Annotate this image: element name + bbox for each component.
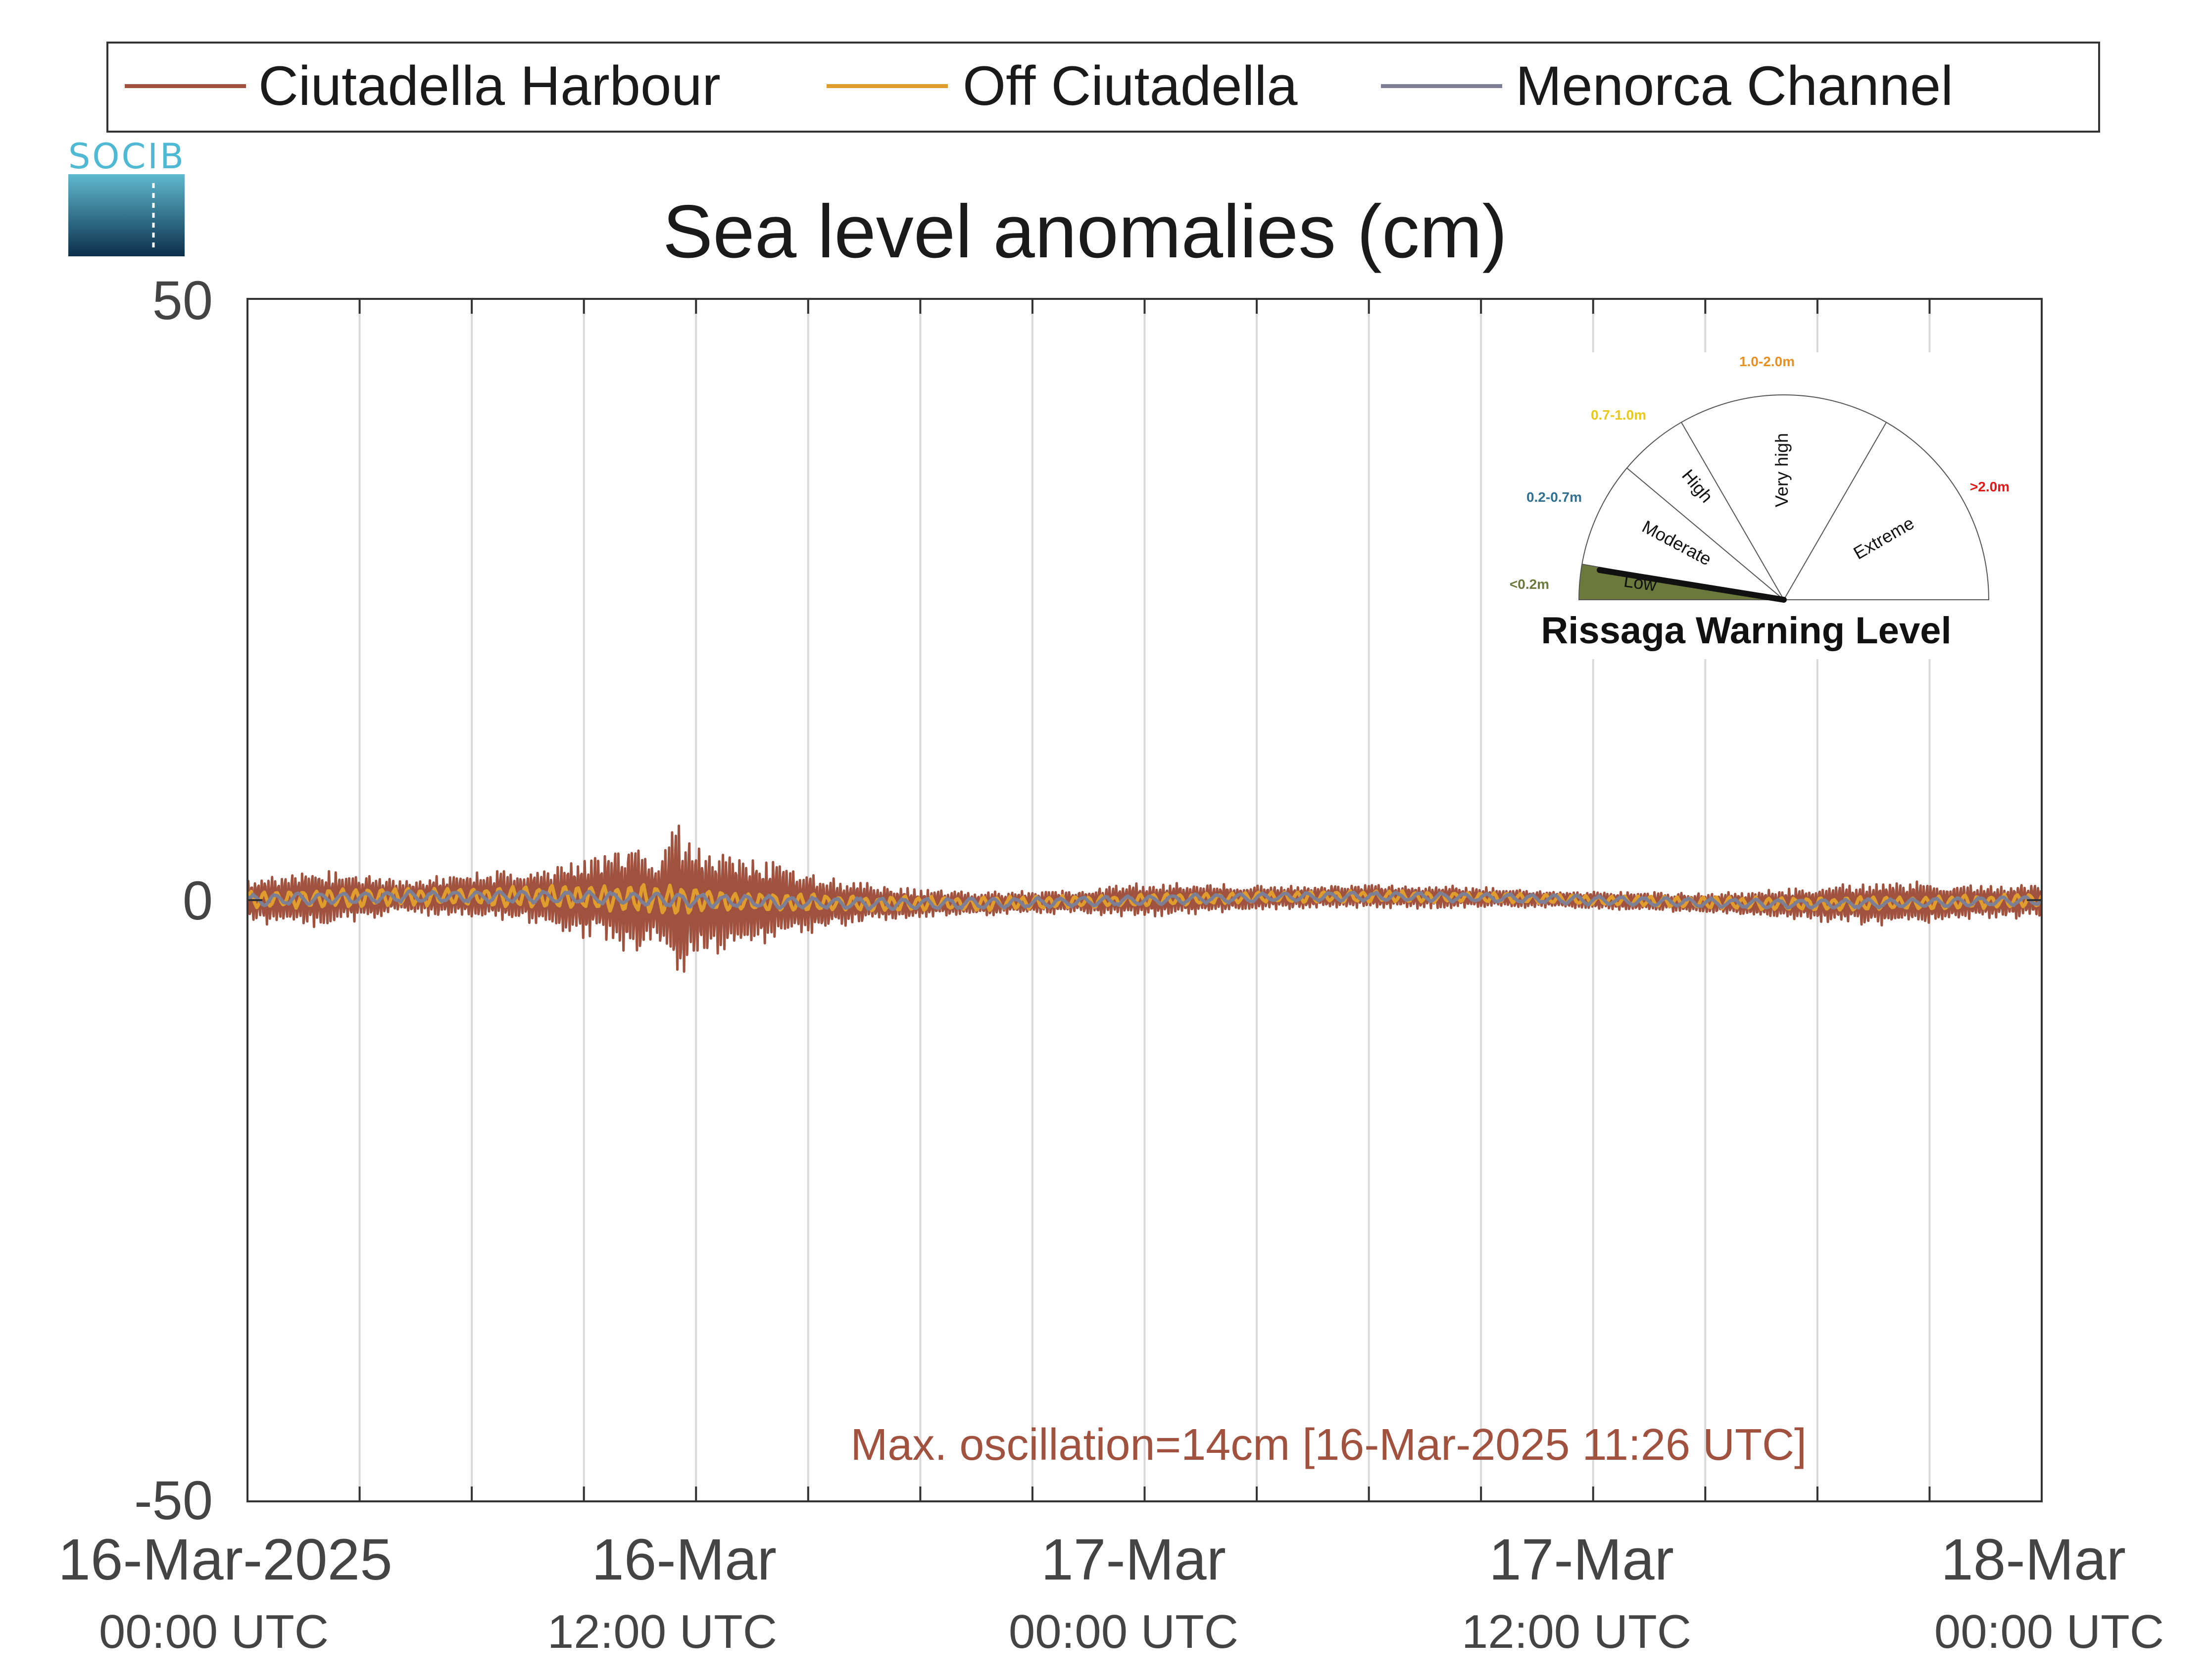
gauge-range-very-high: 1.0-2.0m (1739, 354, 1795, 369)
x-tick-date-3: 17-Mar (1489, 1527, 1674, 1592)
socib-logo-mark (68, 174, 185, 256)
y-tick-label-minus-50: -50 (134, 1470, 213, 1531)
gauge-divider-2 (1626, 468, 1784, 600)
legend-label-ciutadella-harbour: Ciutadella Harbour (258, 55, 721, 117)
legend: Ciutadella Harbour Off Ciutadella Menorc… (106, 42, 2100, 133)
socib-logo-text: SOCIB (68, 136, 186, 177)
gauge-title: Rissaga Warning Level (1541, 610, 1951, 652)
x-tick-time-2: 00:00 UTC (1009, 1605, 1238, 1658)
x-tick-date-2: 17-Mar (1041, 1527, 1226, 1592)
x-tick-date-1: 16-Mar (591, 1527, 777, 1592)
y-tick-label-0: 0 (183, 870, 213, 931)
x-tick-time-4: 00:00 UTC (1934, 1605, 2164, 1658)
x-tick-time-1: 12:00 UTC (547, 1605, 777, 1658)
gauge-range-extreme: >2.0m (1970, 479, 2010, 494)
ticks (246, 298, 2043, 1502)
x-tick-labels: 16-Mar-2025 00:00 UTC 16-Mar 12:00 UTC 1… (58, 1527, 2164, 1658)
legend-label-menorca-channel: Menorca Channel (1516, 55, 1953, 117)
gauge-divider-3 (1681, 422, 1784, 600)
gauge-divider-4 (1783, 422, 1887, 600)
socib-logo: SOCIB (68, 136, 186, 256)
x-tick-date-4: 18-Mar (1941, 1527, 2126, 1592)
gauge-outline (1578, 394, 1990, 600)
x-tick-time-3: 12:00 UTC (1462, 1605, 1691, 1658)
gauge-sector-label-very-high: Very high (1771, 433, 1792, 507)
chart-title: Sea level anomalies (cm) (663, 190, 1507, 274)
max-oscillation-annotation: Max. oscillation=14cm [16-Mar-2025 11:26… (850, 1420, 1807, 1470)
y-tick-label-50: 50 (152, 270, 213, 331)
gauge-range-low: <0.2m (1510, 576, 1549, 592)
rissaga-warning-gauge: Low Moderate High Very high Extreme <0.2… (1500, 352, 2025, 659)
series-layer (247, 824, 2042, 973)
gauge-needle (1597, 567, 1787, 603)
gauge-range-moderate: 0.2-0.7m (1526, 489, 1582, 505)
legend-label-off-ciutadella: Off Ciutadella (963, 55, 1298, 117)
series-line-menorca-channel (247, 889, 2042, 911)
gauge-range-high: 0.7-1.0m (1591, 407, 1646, 423)
x-tick-date-0: 16-Mar-2025 (58, 1527, 393, 1592)
x-tick-time-0: 00:00 UTC (99, 1605, 329, 1658)
